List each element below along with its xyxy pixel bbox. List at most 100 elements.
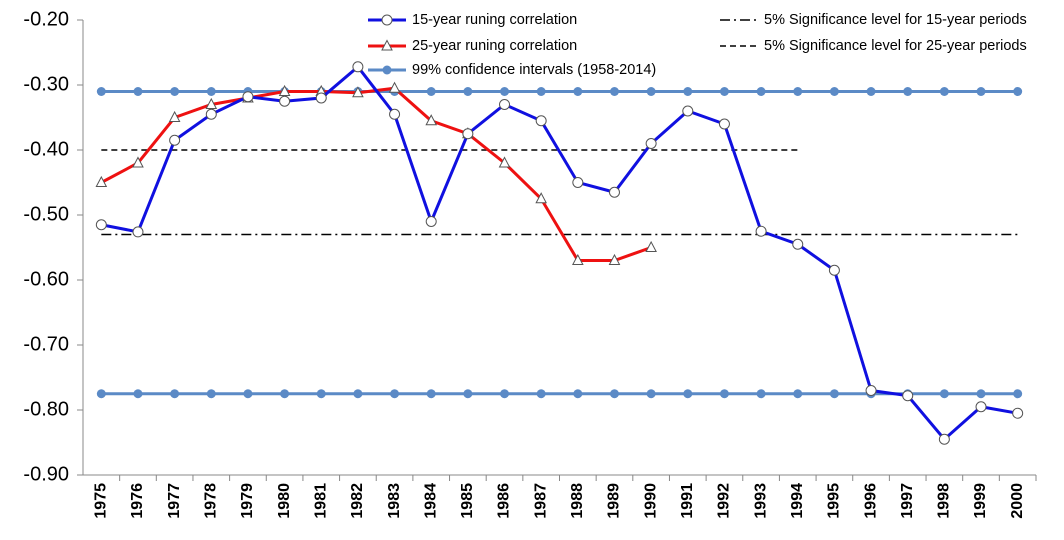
legend-marker — [381, 14, 393, 26]
marker — [829, 87, 839, 96]
series-line — [101, 64, 1018, 442]
marker — [315, 92, 327, 104]
x-tick-label: 1999 — [972, 483, 989, 519]
marker — [242, 91, 254, 103]
x-tick-label: 1981 — [312, 483, 329, 519]
marker — [498, 156, 511, 168]
marker — [206, 389, 216, 399]
marker — [976, 389, 986, 399]
y-tick-label: -0.40 — [23, 138, 69, 160]
marker — [280, 389, 290, 399]
marker — [756, 87, 766, 96]
marker — [645, 138, 657, 149]
marker — [975, 401, 987, 413]
marker — [1013, 87, 1023, 96]
x-tick-label: 1998 — [936, 483, 953, 519]
marker — [939, 87, 949, 96]
marker — [865, 385, 877, 396]
x-tick-label: 1982 — [349, 483, 366, 519]
marker — [571, 253, 584, 265]
marker — [96, 87, 106, 96]
x-tick-label: 1992 — [716, 483, 733, 519]
marker — [463, 389, 473, 399]
x-tick-label: 1978 — [203, 483, 220, 519]
x-tick-label: 1997 — [899, 483, 916, 519]
marker — [755, 225, 767, 237]
marker — [828, 264, 840, 276]
legend-marker — [381, 39, 393, 51]
marker — [132, 156, 144, 168]
marker — [206, 87, 216, 96]
y-tick-label: -0.20 — [23, 8, 69, 30]
marker — [535, 115, 547, 127]
legend-label: 5% Significance level for 15-year period… — [764, 12, 1027, 28]
x-tick-label: 1996 — [862, 483, 879, 519]
marker — [133, 389, 143, 399]
y-tick-label: -0.70 — [23, 333, 69, 355]
marker — [389, 108, 401, 120]
x-tick-label: 1979 — [239, 483, 256, 519]
marker — [168, 110, 181, 122]
marker — [938, 433, 950, 445]
marker — [683, 87, 693, 96]
x-tick-label: 1991 — [679, 483, 696, 519]
marker — [535, 192, 548, 204]
marker — [976, 87, 986, 96]
marker — [793, 87, 803, 96]
marker — [573, 389, 583, 399]
x-tick-label: 1987 — [532, 483, 549, 519]
marker — [95, 219, 107, 231]
marker — [352, 61, 364, 73]
marker — [645, 240, 657, 252]
marker — [279, 95, 291, 107]
x-tick-label: 1994 — [789, 483, 806, 519]
marker — [536, 389, 546, 399]
marker — [388, 81, 401, 93]
marker — [133, 87, 143, 96]
legend-label: 99% confidence intervals (1958-2014) — [412, 62, 656, 78]
marker — [205, 108, 217, 120]
x-tick-label: 1975 — [93, 483, 110, 519]
y-tick-label: -0.60 — [23, 268, 69, 290]
marker — [609, 87, 619, 96]
marker — [719, 87, 729, 96]
marker — [718, 118, 730, 130]
marker — [756, 389, 766, 399]
x-tick-label: 1989 — [606, 483, 623, 519]
legend-label: 25-year runing correlation — [412, 38, 577, 54]
marker — [170, 389, 180, 399]
marker — [278, 84, 291, 96]
marker — [500, 87, 510, 96]
legend-label: 15-year runing correlation — [412, 12, 577, 28]
marker — [425, 114, 438, 126]
marker — [572, 177, 584, 188]
x-tick-label: 1976 — [129, 483, 146, 519]
marker — [1012, 407, 1024, 419]
marker — [463, 87, 473, 96]
x-tick-label: 1988 — [569, 483, 586, 519]
marker — [608, 186, 620, 198]
x-tick-label: 1984 — [422, 483, 439, 519]
marker — [792, 238, 804, 250]
legend-label: 5% Significance level for 25-year period… — [764, 38, 1027, 54]
y-tick-label: -0.90 — [23, 463, 69, 485]
marker — [205, 97, 218, 109]
marker — [902, 390, 914, 402]
marker — [829, 389, 839, 399]
marker — [499, 99, 511, 110]
marker — [352, 86, 364, 98]
y-tick-label: -0.30 — [23, 73, 69, 95]
marker — [793, 389, 803, 399]
marker — [316, 389, 326, 399]
marker — [169, 134, 181, 146]
x-tick-label: 1986 — [496, 483, 513, 519]
marker — [95, 175, 108, 187]
x-tick-label: 1995 — [826, 483, 843, 519]
y-tick-label: -0.50 — [23, 203, 69, 225]
marker — [682, 105, 694, 117]
marker — [608, 253, 621, 265]
marker — [426, 87, 436, 96]
marker — [170, 87, 180, 96]
marker — [353, 389, 363, 399]
